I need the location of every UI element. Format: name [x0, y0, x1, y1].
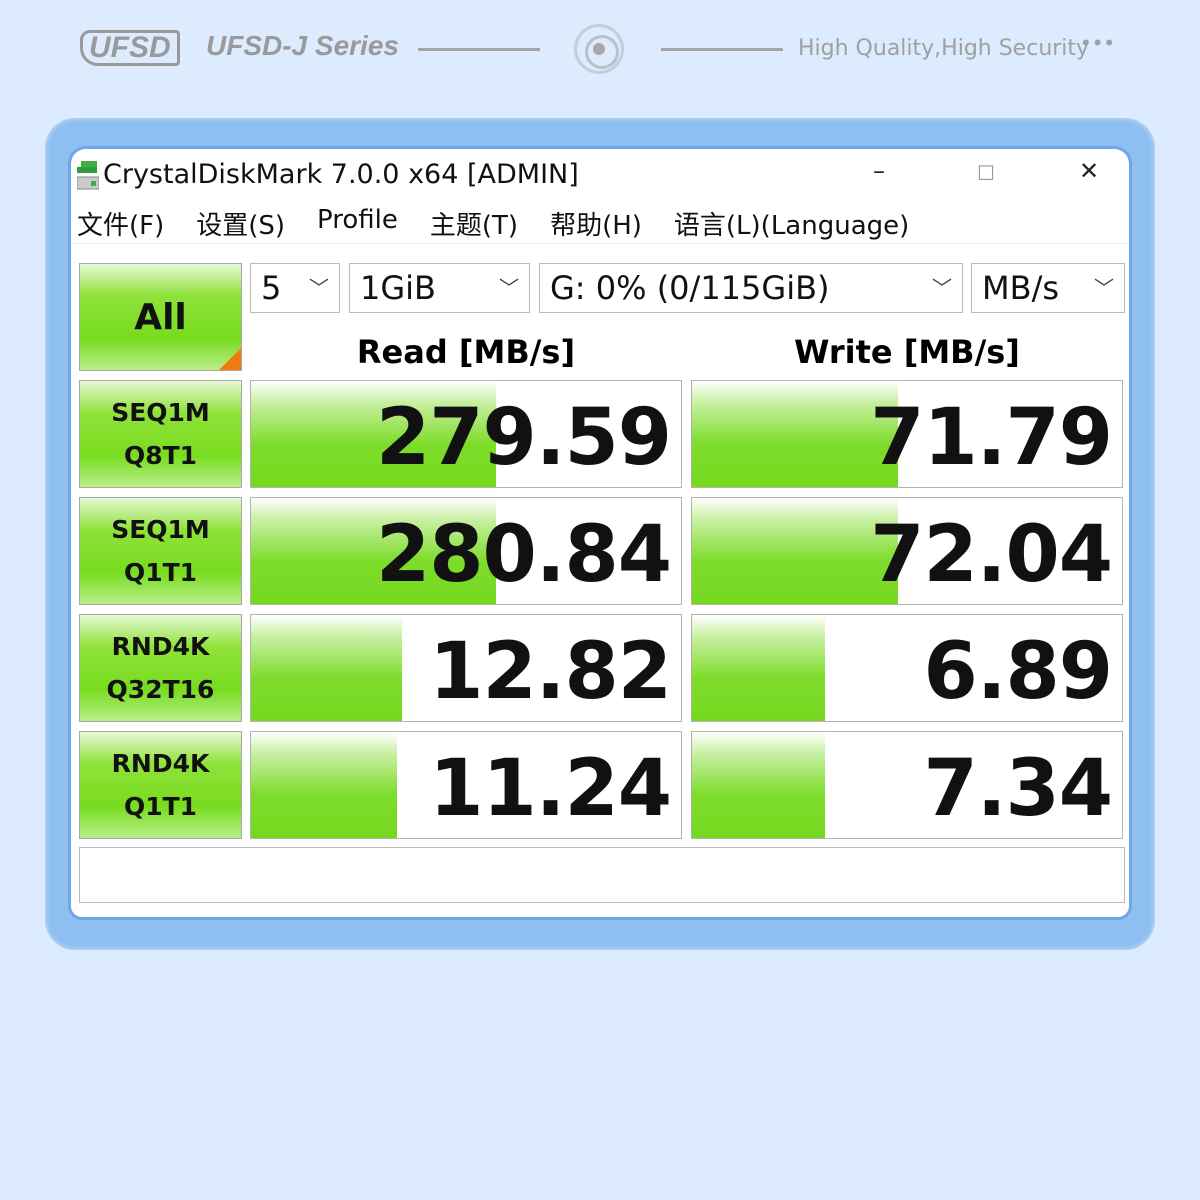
- read-bar: [251, 498, 497, 604]
- write-result: 6.89: [691, 614, 1123, 722]
- size-value: 1GiB: [360, 269, 436, 307]
- read-value: 280.84: [376, 510, 672, 600]
- menu-theme[interactable]: 主题(T): [429, 211, 519, 241]
- chevron-down-icon: ﹀: [309, 276, 329, 300]
- count-value: 5: [261, 269, 282, 307]
- menu-language[interactable]: 语言(L)(Language): [673, 211, 910, 241]
- unit-value: MB/s: [982, 269, 1060, 307]
- read-result: 280.84: [250, 497, 682, 605]
- read-value: 12.82: [429, 627, 672, 717]
- drive-select[interactable]: G: 0% (0/115GiB) ﹀: [539, 263, 963, 313]
- unit-select[interactable]: MB/s ﹀: [971, 263, 1125, 313]
- banner: UFSD UFSD-J Series High Quality,High Sec…: [0, 20, 1200, 80]
- menu-bar: 文件(F) 设置(S) Profile 主题(T) 帮助(H) 语言(L)(La…: [77, 205, 909, 242]
- menu-divider: [71, 243, 1129, 244]
- test-params: Q1T1: [123, 792, 198, 821]
- test-button-1[interactable]: SEQ1M Q1T1: [79, 497, 242, 605]
- crystaldiskmark-window: CrystalDiskMark 7.0.0 x64 [ADMIN] – ☐ ✕ …: [68, 146, 1132, 920]
- read-header: Read [MB/s]: [356, 333, 576, 371]
- menu-profile[interactable]: Profile: [317, 205, 398, 235]
- test-name: SEQ1M: [111, 398, 210, 427]
- test-button-0[interactable]: SEQ1M Q8T1: [79, 380, 242, 488]
- all-button[interactable]: All: [79, 263, 242, 371]
- write-result: 7.34: [691, 731, 1123, 839]
- read-result: 12.82: [250, 614, 682, 722]
- all-label: All: [134, 296, 187, 338]
- write-bar: [692, 498, 899, 604]
- write-result: 72.04: [691, 497, 1123, 605]
- write-result: 71.79: [691, 380, 1123, 488]
- corner-marker: [219, 348, 241, 370]
- read-result: 11.24: [250, 731, 682, 839]
- read-value: 279.59: [376, 393, 672, 483]
- menu-file[interactable]: 文件(F): [77, 211, 165, 241]
- write-bar: [692, 615, 826, 721]
- ufsd-logo: UFSD: [80, 30, 180, 66]
- chevron-down-icon: ﹀: [499, 276, 519, 300]
- read-bar: [251, 615, 402, 721]
- write-value: 72.04: [870, 510, 1113, 600]
- write-value: 71.79: [870, 393, 1113, 483]
- size-select[interactable]: 1GiB ﹀: [349, 263, 530, 313]
- target-icon: [574, 24, 624, 74]
- write-bar: [692, 381, 899, 487]
- maximize-button[interactable]: ☐: [977, 161, 995, 185]
- count-select[interactable]: 5 ﹀: [250, 263, 340, 313]
- close-button[interactable]: ✕: [1079, 157, 1100, 185]
- status-bar: [79, 847, 1125, 903]
- write-value: 6.89: [923, 627, 1113, 717]
- tagline: High Quality,High Security: [798, 36, 1090, 61]
- divider: [661, 48, 783, 51]
- read-result: 279.59: [250, 380, 682, 488]
- divider: [418, 48, 540, 51]
- test-button-3[interactable]: RND4K Q1T1: [79, 731, 242, 839]
- window-title: CrystalDiskMark 7.0.0 x64 [ADMIN]: [103, 159, 579, 190]
- series-title: UFSD-J Series: [206, 30, 399, 61]
- menu-settings[interactable]: 设置(S): [196, 211, 286, 241]
- drive-value: G: 0% (0/115GiB): [550, 269, 830, 307]
- write-value: 7.34: [923, 744, 1113, 834]
- test-params: Q1T1: [123, 558, 198, 587]
- dots-icon: •••: [1082, 30, 1118, 55]
- read-value: 11.24: [429, 744, 672, 834]
- test-name: SEQ1M: [111, 515, 210, 544]
- test-button-2[interactable]: RND4K Q32T16: [79, 614, 242, 722]
- chevron-down-icon: ﹀: [1094, 276, 1114, 300]
- read-bar: [251, 381, 497, 487]
- minimize-button[interactable]: –: [873, 157, 885, 185]
- chevron-down-icon: ﹀: [932, 276, 952, 300]
- test-name: RND4K: [111, 749, 210, 778]
- read-bar: [251, 732, 398, 838]
- menu-help[interactable]: 帮助(H): [550, 211, 642, 241]
- test-params: Q8T1: [123, 441, 198, 470]
- test-name: RND4K: [111, 632, 210, 661]
- write-header: Write [MB/s]: [794, 333, 1020, 371]
- write-bar: [692, 732, 826, 838]
- app-disk-icon: [77, 161, 99, 190]
- test-params: Q32T16: [106, 675, 215, 704]
